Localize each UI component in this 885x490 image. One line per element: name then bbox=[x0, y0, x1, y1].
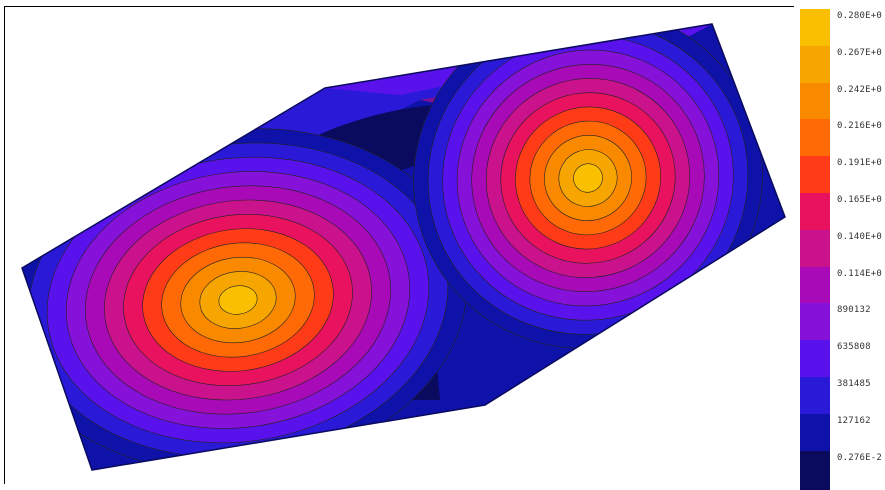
legend-swatch bbox=[800, 377, 830, 416]
contour-ring bbox=[573, 163, 603, 193]
legend-label: 635808 bbox=[837, 342, 871, 353]
legend-entry: 0.165E+0 bbox=[800, 193, 885, 232]
domain-outline bbox=[21, 23, 786, 471]
legend-swatch bbox=[800, 229, 830, 269]
legend-swatch bbox=[800, 193, 830, 232]
legend-swatch bbox=[800, 45, 830, 85]
legend-swatch bbox=[800, 450, 830, 490]
legend-swatch bbox=[800, 340, 830, 380]
legend-swatch bbox=[800, 413, 830, 453]
legend-entry: 0.276E-2 bbox=[800, 450, 885, 490]
legend-swatch bbox=[800, 82, 830, 122]
legend-label: 0.267E+0 bbox=[837, 47, 882, 58]
legend-label: 0.276E-2 bbox=[837, 452, 882, 463]
legend-swatch bbox=[800, 266, 830, 306]
contour-plot bbox=[21, 23, 786, 471]
legend-entry: 0.216E+0 bbox=[800, 119, 885, 159]
right-vortex bbox=[413, 24, 763, 349]
legend-entry: 0.114E+0 bbox=[800, 266, 885, 306]
legend-entry: 127162 bbox=[800, 413, 885, 453]
left-vortex bbox=[22, 128, 468, 470]
plot-frame bbox=[4, 6, 794, 484]
legend-label: 127162 bbox=[837, 415, 871, 426]
legend-entry: 0.280E+0 bbox=[800, 9, 885, 48]
legend-entry: 0.191E+0 bbox=[800, 156, 885, 196]
legend-entry: 890132 bbox=[800, 303, 885, 343]
legend-entry: 0.140E+0 bbox=[800, 229, 885, 269]
legend-swatch bbox=[800, 119, 830, 159]
legend-label: 0.280E+0 bbox=[837, 11, 882, 21]
legend-label: 890132 bbox=[837, 305, 871, 316]
legend-label: 0.191E+0 bbox=[837, 158, 882, 169]
contour-ring bbox=[218, 285, 258, 315]
legend-entry: 0.242E+0 bbox=[800, 82, 885, 122]
legend-label: 0.216E+0 bbox=[837, 121, 882, 132]
legend-label: 0.165E+0 bbox=[837, 195, 882, 205]
contour-fill bbox=[22, 24, 785, 470]
legend-label: 381485 bbox=[837, 379, 871, 389]
legend-swatch bbox=[800, 156, 830, 196]
legend-label: 0.242E+0 bbox=[837, 84, 882, 95]
legend-swatch bbox=[800, 303, 830, 343]
legend-entry: 635808 bbox=[800, 340, 885, 380]
legend-entry: 381485 bbox=[800, 377, 885, 416]
color-legend: 0.280E+0 0.267E+0 0.242E+0 0.216E+0 0.191E+0… bbox=[800, 9, 885, 490]
legend-label: 0.114E+0 bbox=[837, 268, 882, 279]
legend-label: 0.140E+0 bbox=[837, 231, 882, 242]
legend-entry: 0.267E+0 bbox=[800, 45, 885, 85]
legend-swatch bbox=[800, 9, 830, 48]
